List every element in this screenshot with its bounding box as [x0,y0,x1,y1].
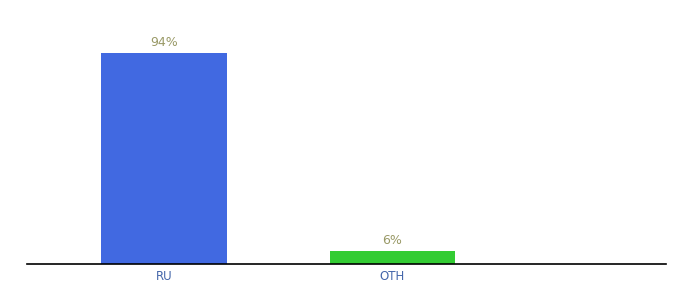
Bar [101,52,227,264]
Text: 6%: 6% [383,234,403,247]
Bar [330,250,455,264]
Text: 94%: 94% [150,36,178,49]
